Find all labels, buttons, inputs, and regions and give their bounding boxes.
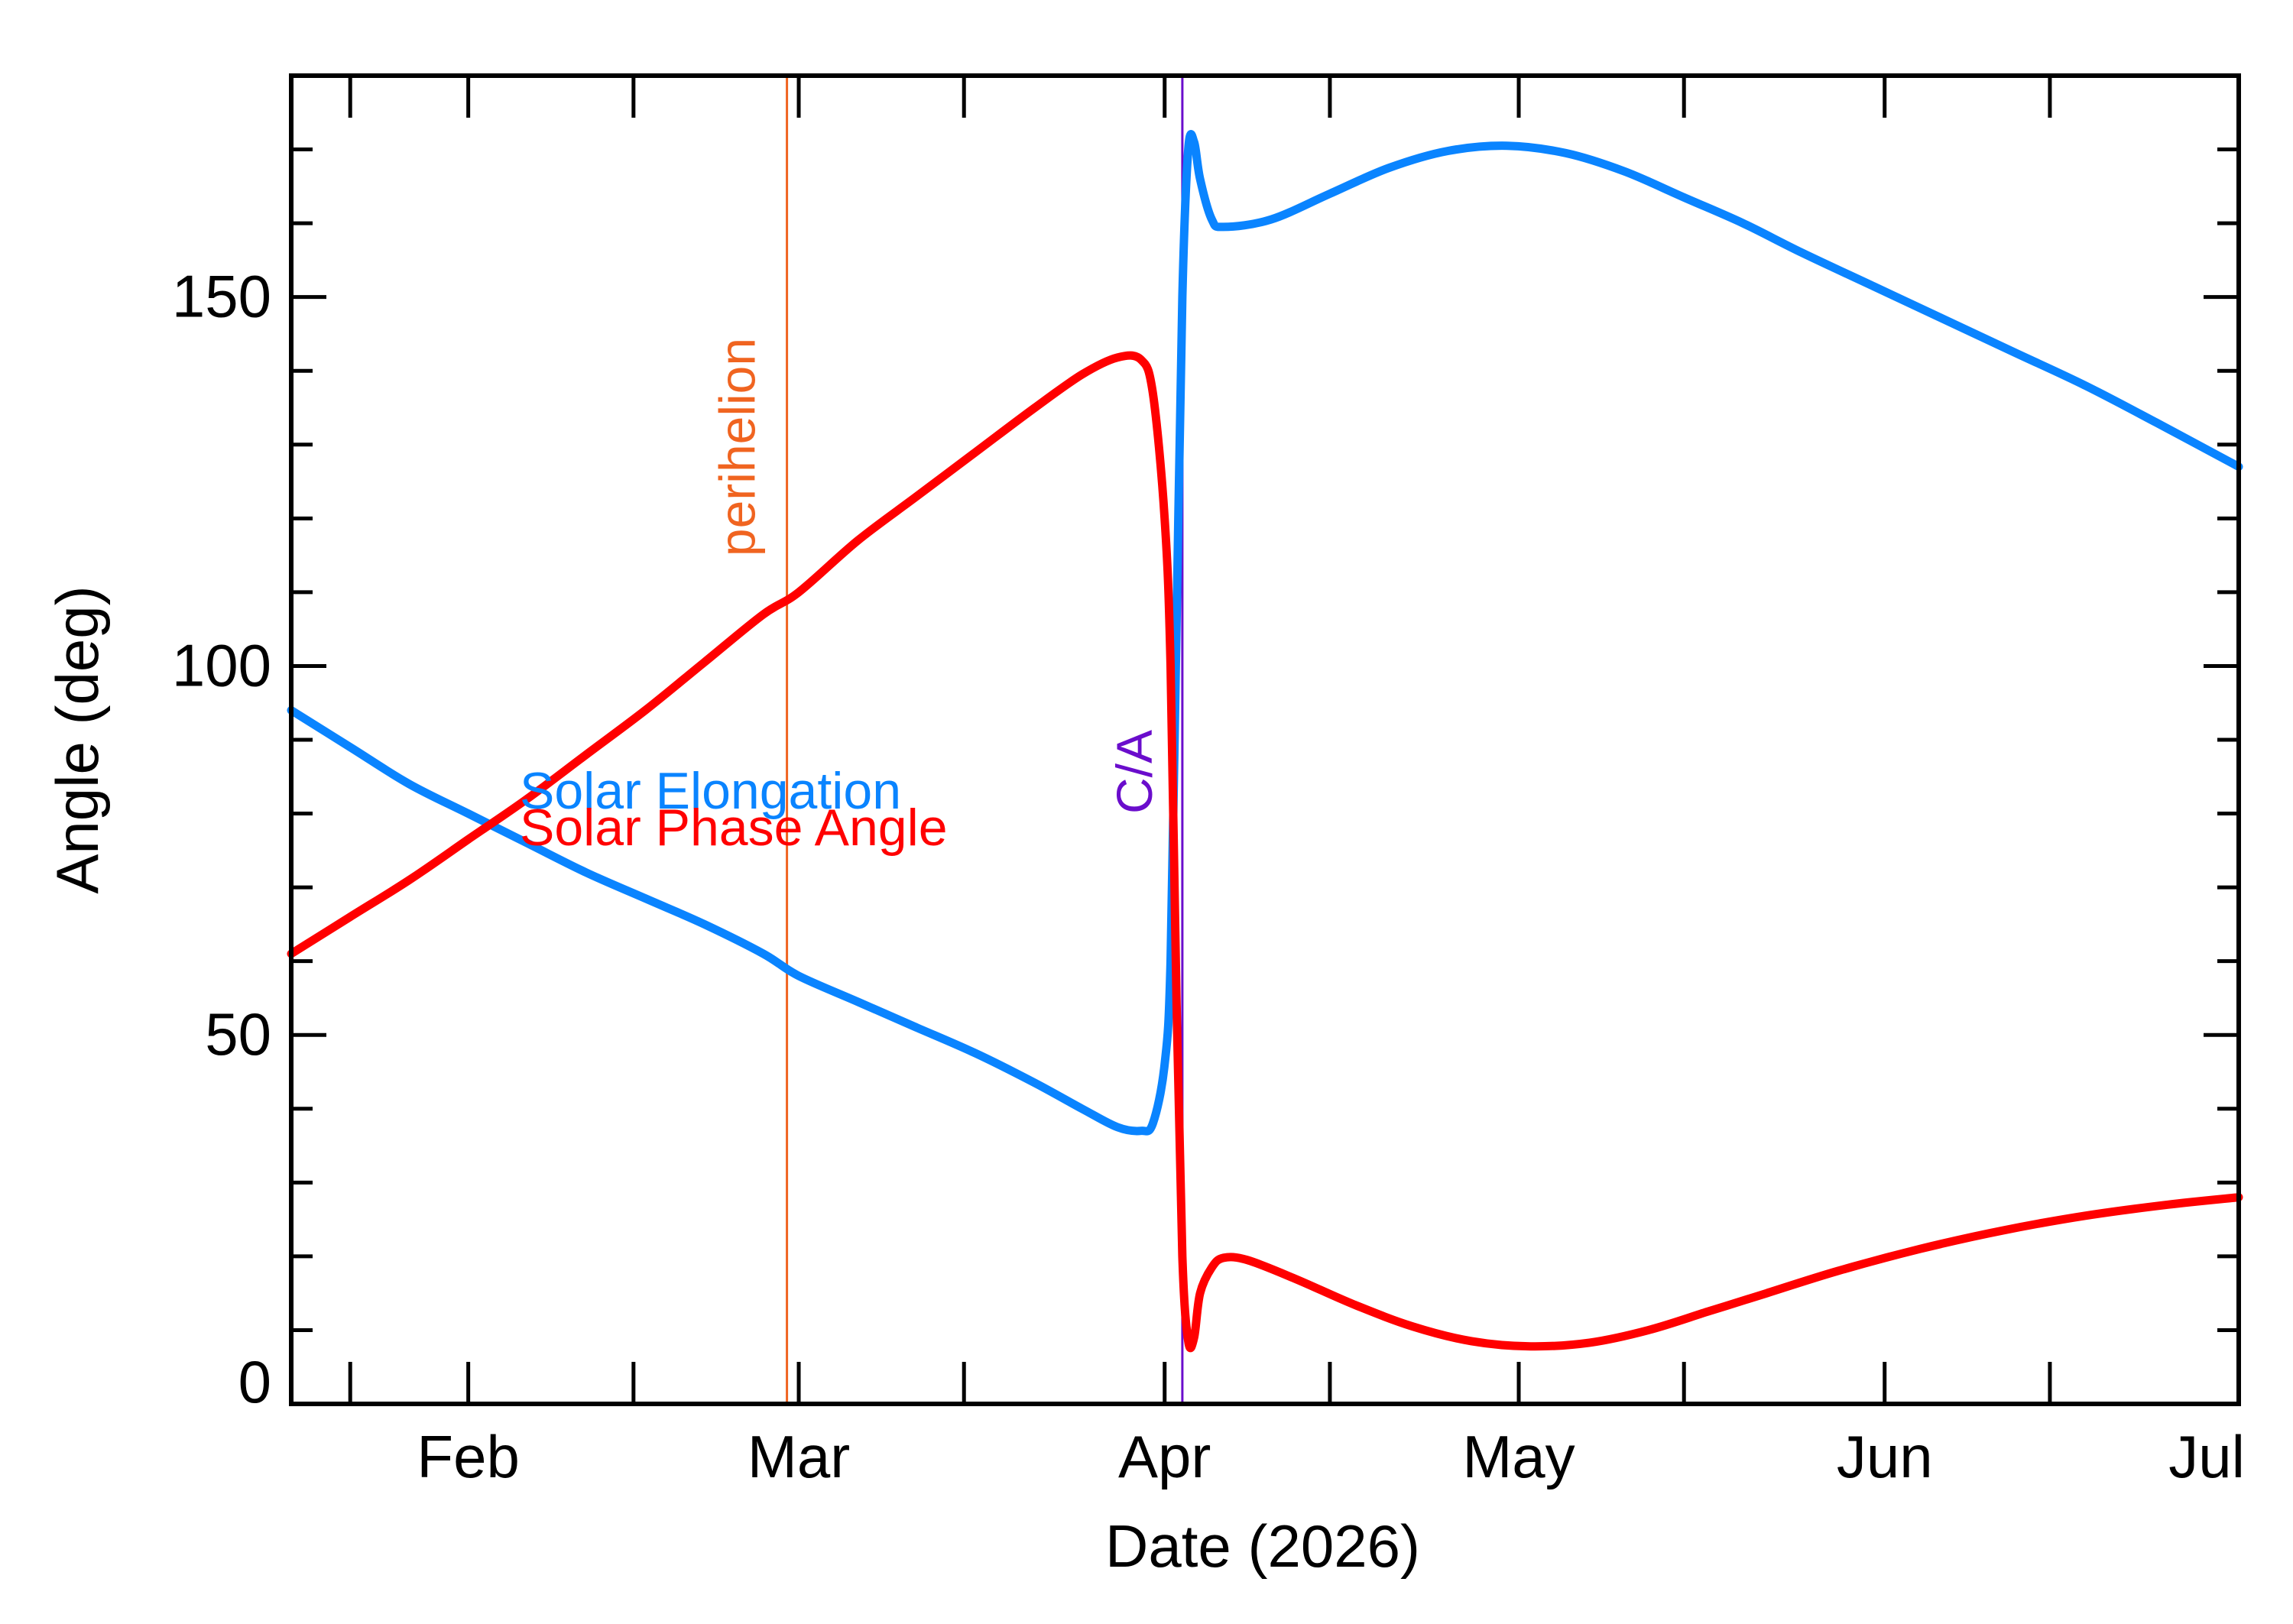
y-tick-label: 50 [205, 1000, 271, 1068]
x-tick-label-may: May [1462, 1423, 1575, 1490]
perihelion-label: perihelion [709, 338, 766, 556]
legend-label-solar-elongation: Solar Elongation [520, 762, 901, 820]
c-a-label: C/A [1106, 730, 1163, 814]
tick-labels: 0 50 100 150 Feb Mar Apr May Jun Jul perihelion C/A [172, 263, 2245, 1490]
legend-label-solar-phase-angle: Solar Phase Angle [520, 799, 948, 857]
x-tick-label-jun: Jun [1837, 1423, 1933, 1490]
x-axis-label: Date (2026) [1105, 1512, 1420, 1580]
axis-ticks [291, 73, 2241, 1406]
x-tick-label-jul: Jul [2168, 1423, 2245, 1490]
plot-frame [289, 73, 2241, 1406]
y-axis-label: Angle (deg) [44, 585, 111, 893]
y-tick-label: 150 [172, 263, 271, 330]
x-tick-label-mar: Mar [748, 1423, 850, 1490]
y-tick-label: 100 [172, 631, 271, 699]
y-tick-label: 0 [238, 1348, 271, 1415]
series-line-solar-elongation [287, 130, 2243, 1136]
x-tick-label-apr: Apr [1118, 1423, 1211, 1490]
series-line-solar-phase-angle [287, 351, 2243, 1353]
x-tick-label-feb: Feb [417, 1423, 519, 1490]
series-lines [287, 130, 2243, 1353]
